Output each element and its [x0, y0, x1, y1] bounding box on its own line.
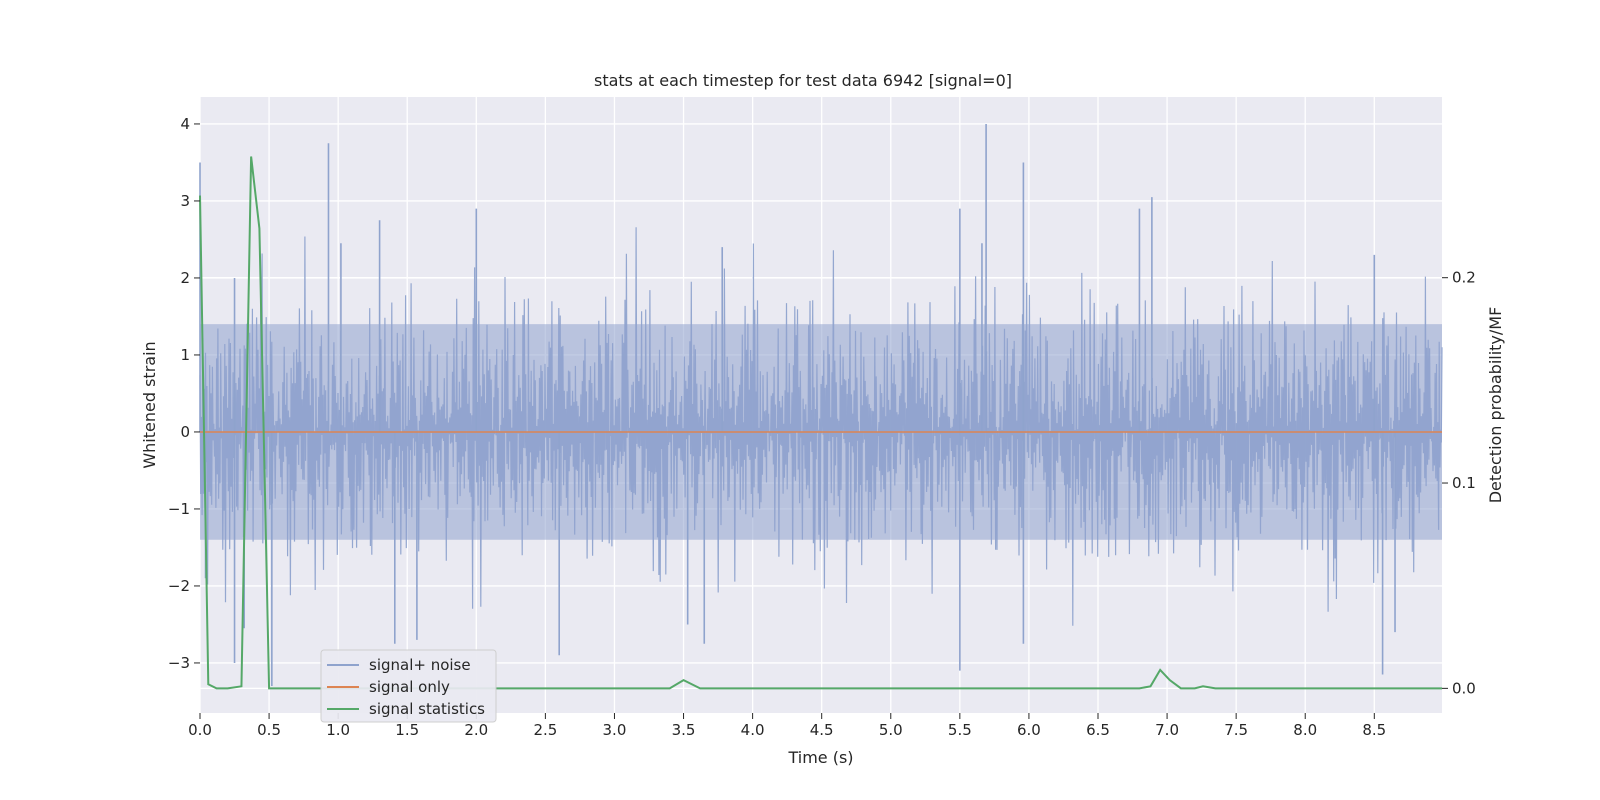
y-tick-label: 0	[180, 423, 190, 441]
x-tick-label: 7.0	[1155, 721, 1179, 739]
y-axis-label: Whitened strain	[140, 341, 159, 468]
y-tick-label: −3	[168, 654, 190, 672]
y2-tick-label: 0.1	[1452, 474, 1476, 492]
y-tick-label: 1	[180, 346, 190, 364]
x-tick-label: 0.5	[257, 721, 281, 739]
axis-ticks: 0.0 0.5 1.0 1.5 2.0 2.5 3.0 3.5 4.0 4.5 5.0 5.5 6.0 6…	[168, 115, 1476, 739]
y-tick-label: −2	[168, 577, 190, 595]
x-tick-label: 8.0	[1293, 721, 1317, 739]
x-tick-label: 2.0	[464, 721, 488, 739]
x-tick-label: 1.0	[326, 721, 350, 739]
x-tick-label: 4.0	[741, 721, 765, 739]
y-tick-label: −1	[168, 500, 190, 518]
line-series	[199, 156, 1442, 690]
x-tick-label: 6.0	[1017, 721, 1041, 739]
x-tick-label: 4.5	[810, 721, 834, 739]
chart-title: stats at each timestep for test data 694…	[594, 71, 1012, 90]
x-tick-label: 0.0	[188, 721, 212, 739]
x-axis-label: Time (s)	[787, 748, 853, 767]
x-tick-label: 1.5	[395, 721, 419, 739]
legend-label: signal only	[369, 678, 450, 696]
y-tick-label: 3	[180, 192, 190, 210]
legend-box	[320, 649, 497, 723]
y-tick-label: 4	[180, 115, 190, 133]
x-tick-label: 8.5	[1362, 721, 1386, 739]
x-tick-label: 5.0	[879, 721, 903, 739]
x-tick-label: 2.5	[533, 721, 557, 739]
legend-label: signal+ noise	[369, 656, 471, 674]
y2-axis-label: Detection probability/MF	[1486, 307, 1505, 504]
x-tick-label: 3.0	[603, 721, 627, 739]
legend-label: signal statistics	[369, 700, 485, 718]
y2-tick-label: 0.2	[1452, 269, 1476, 287]
y2-tick-label: 0.0	[1452, 679, 1476, 697]
x-tick-label: 5.5	[948, 721, 972, 739]
x-tick-label: 6.5	[1086, 721, 1110, 739]
x-tick-label: 3.5	[672, 721, 696, 739]
y-tick-label: 2	[180, 269, 190, 287]
x-tick-label: 7.5	[1224, 721, 1248, 739]
signal-statistics-line	[199, 156, 1442, 690]
legend: signal+ noise signal only signal statistic…	[320, 649, 497, 723]
